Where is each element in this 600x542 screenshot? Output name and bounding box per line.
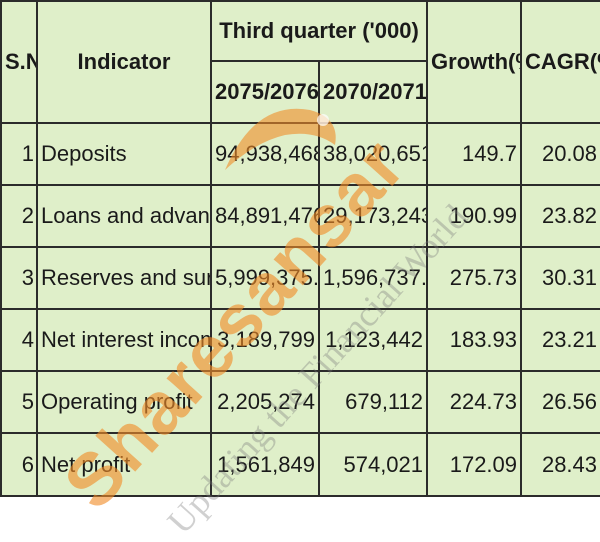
row-sn: 1 xyxy=(0,122,38,186)
header-year-2: 2070/2071 xyxy=(317,60,429,124)
header-row-1: S.N Indicator Third quarter ('000) Growt… xyxy=(0,0,600,124)
row-year-2-value: 38,020,651 xyxy=(317,122,429,186)
row-indicator: Net interest income xyxy=(36,308,212,372)
row-year-1-value: 3,189,799 xyxy=(210,308,320,372)
row-growth: 224.73 xyxy=(426,370,523,434)
row-year-1-value: 2,205,274 xyxy=(210,370,320,434)
row-indicator: Net profit xyxy=(36,432,212,497)
row-cagr: 20.08 xyxy=(520,122,600,186)
row-year-2-value: 679,112 xyxy=(317,370,429,434)
header-cagr: CAGR(%) xyxy=(520,0,600,124)
row-year-2-value: 1,123,442 xyxy=(317,308,429,372)
header-sn: S.N xyxy=(0,0,38,124)
table-row: 2 Loans and advances 84,891,476 29,173,2… xyxy=(0,184,600,248)
row-cagr: 26.56 xyxy=(520,370,600,434)
header-period-group: Third quarter ('000) xyxy=(209,0,429,62)
table-row: 3 Reserves and surplus 5,999,375.56 1,59… xyxy=(0,246,600,310)
row-growth: 172.09 xyxy=(426,432,523,497)
row-growth: 190.99 xyxy=(426,184,523,248)
row-sn: 6 xyxy=(0,432,38,497)
row-sn: 5 xyxy=(0,370,38,434)
row-year-1-value: 84,891,476 xyxy=(210,184,320,248)
financial-indicators-table: S.N Indicator Third quarter ('000) Growt… xyxy=(0,0,600,497)
row-cagr: 23.82 xyxy=(520,184,600,248)
row-year-1-value: 5,999,375.56 xyxy=(210,246,320,310)
table-row: 1 Deposits 94,938,468 38,020,651 149.7 2… xyxy=(0,122,600,186)
header-growth: Growth(%) xyxy=(426,0,523,124)
row-cagr: 28.43 xyxy=(520,432,600,497)
row-year-2-value: 574,021 xyxy=(317,432,429,497)
row-cagr: 30.31 xyxy=(520,246,600,310)
row-sn: 3 xyxy=(0,246,38,310)
table-row: 5 Operating profit 2,205,274 679,112 224… xyxy=(0,370,600,434)
row-year-1-value: 94,938,468 xyxy=(210,122,320,186)
row-growth: 183.93 xyxy=(426,308,523,372)
header-indicator: Indicator xyxy=(36,0,212,124)
row-cagr: 23.21 xyxy=(520,308,600,372)
row-sn: 4 xyxy=(0,308,38,372)
row-indicator: Deposits xyxy=(36,122,212,186)
row-year-1-value: 1,561,849 xyxy=(210,432,320,497)
row-indicator: Loans and advances xyxy=(36,184,212,248)
table-row: 4 Net interest income 3,189,799 1,123,44… xyxy=(0,308,600,372)
row-indicator: Reserves and surplus xyxy=(36,246,212,310)
row-indicator: Operating profit xyxy=(36,370,212,434)
row-growth: 275.73 xyxy=(426,246,523,310)
row-sn: 2 xyxy=(0,184,38,248)
row-growth: 149.7 xyxy=(426,122,523,186)
row-year-2-value: 29,173,243 xyxy=(317,184,429,248)
header-year-1: 2075/2076 xyxy=(210,60,320,124)
row-year-2-value: 1,596,737.44 xyxy=(317,246,429,310)
table-row: 6 Net profit 1,561,849 574,021 172.09 28… xyxy=(0,432,600,497)
